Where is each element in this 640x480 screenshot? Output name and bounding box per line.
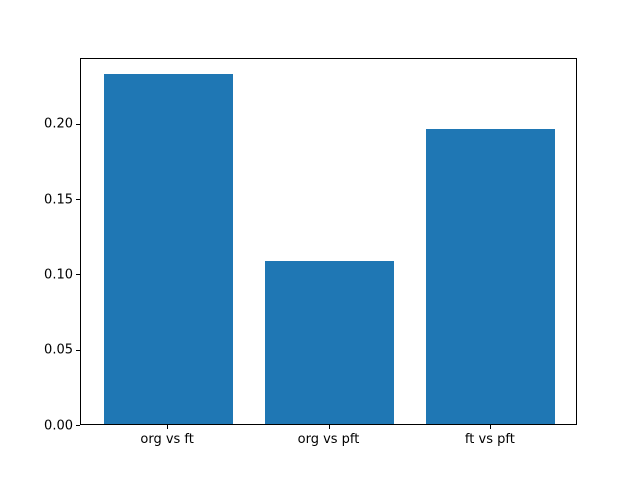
plot-area	[80, 58, 577, 425]
x-tick-mark-1	[328, 425, 330, 429]
x-tick-label-1: org vs pft	[297, 432, 360, 447]
y-tick-mark-0	[76, 425, 80, 426]
x-tick-mark-2	[489, 425, 491, 429]
x-tick-label-2: ft vs pft	[464, 432, 515, 447]
y-tick-mark-4	[76, 123, 80, 125]
bar-1	[264, 261, 395, 424]
x-tick-label-0: org vs ft	[140, 432, 194, 447]
y-tick-mark-1	[76, 349, 80, 351]
bar-0	[103, 74, 233, 424]
y-tick-label-1: 0.05	[44, 342, 73, 358]
y-tick-label-4: 0.20	[44, 116, 73, 132]
y-tick-label-3: 0.15	[44, 192, 73, 207]
y-tick-mark-3	[76, 199, 80, 200]
y-tick-mark-2	[76, 274, 80, 276]
y-tick-label-2: 0.10	[44, 267, 73, 283]
x-tick-mark-0	[167, 425, 169, 429]
y-tick-label-0: 0.00	[44, 418, 73, 433]
bar-2	[426, 128, 556, 424]
